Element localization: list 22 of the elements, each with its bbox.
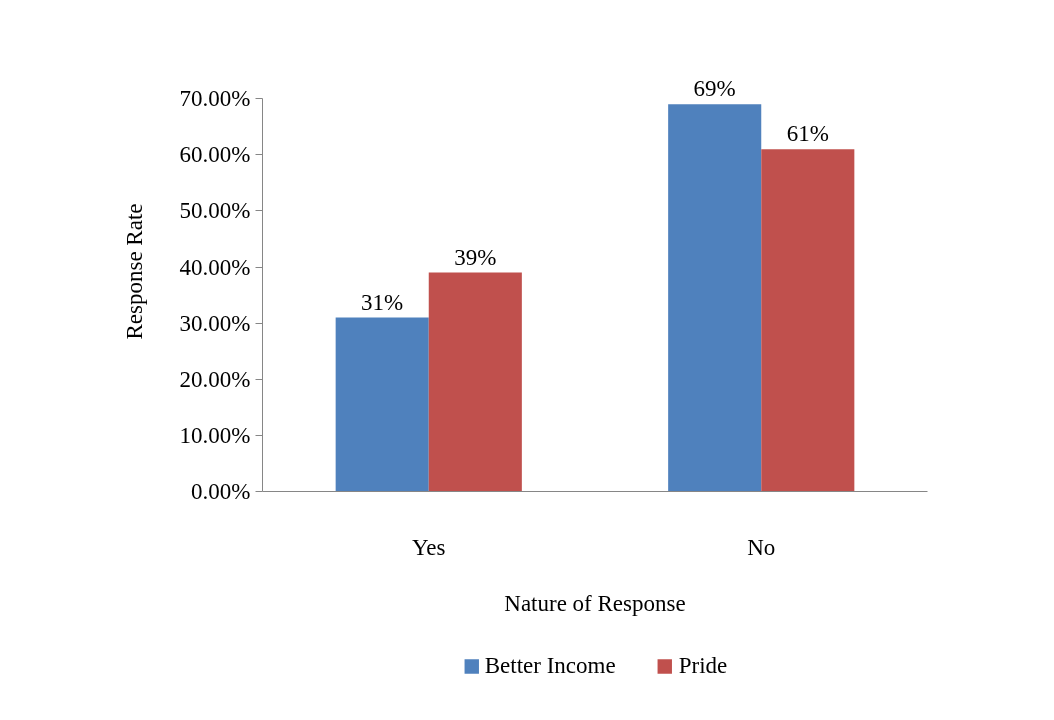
x-tick-label: Yes [412, 534, 446, 560]
bar [668, 104, 762, 492]
x-axis-title: Nature of Response [504, 590, 686, 616]
bar [428, 272, 522, 492]
x-tick-label: No [747, 534, 776, 560]
bar [335, 317, 429, 492]
y-tick-label: 40.00% [179, 254, 251, 280]
data-label: 39% [454, 244, 497, 270]
legend-label: Better Income [484, 653, 616, 679]
y-tick-label: 70.00% [179, 86, 251, 112]
y-tick-label: 60.00% [179, 142, 251, 168]
y-tick-label: 50.00% [179, 198, 251, 224]
data-label: 31% [361, 289, 404, 315]
bar [761, 149, 855, 492]
data-label: 61% [786, 121, 829, 147]
y-tick-label: 10.00% [179, 422, 251, 448]
y-tick-label: 20.00% [179, 366, 251, 392]
data-label: 69% [693, 76, 736, 102]
y-tick-label: 30.00% [179, 310, 251, 336]
y-tick-label: 0.00% [191, 479, 251, 504]
y-axis-title: Response Rate [121, 203, 147, 340]
legend-label: Pride [678, 653, 728, 679]
